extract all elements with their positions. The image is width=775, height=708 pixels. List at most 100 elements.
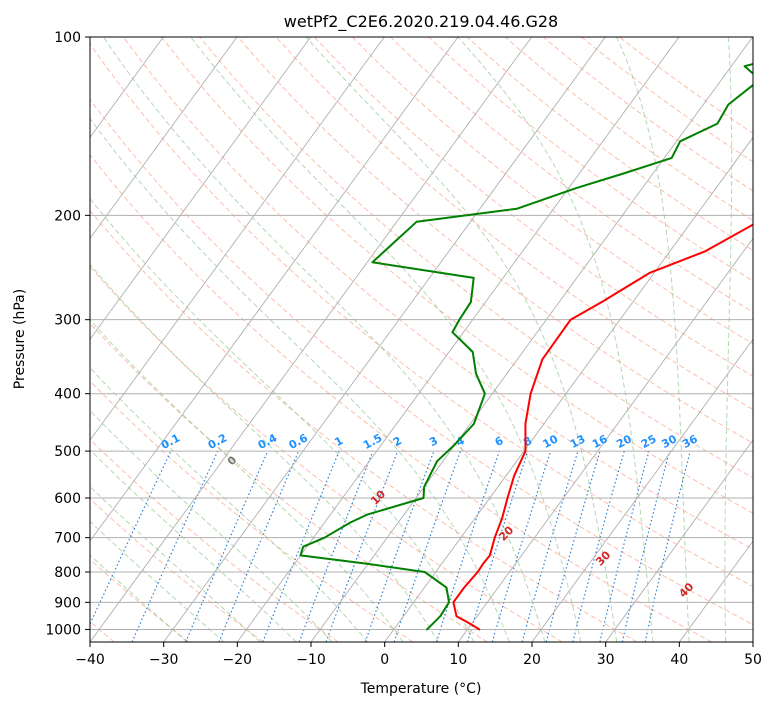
x-axis-label: Temperature (°C) xyxy=(360,681,482,697)
mixing-ratio-label: 25 xyxy=(639,432,659,451)
dry-adiabat-line xyxy=(90,438,339,642)
dry-adiabat-line xyxy=(275,37,753,410)
moist-adiabat-line xyxy=(90,367,369,642)
mixing-ratio-line xyxy=(185,450,269,642)
dry-adiabat-line xyxy=(199,37,753,479)
moist-adiabat-line xyxy=(102,37,546,642)
y-axis-ticks: 1000 900 800 700 600 500 400 300 200 100 xyxy=(45,30,90,638)
x-tick-label: 50 xyxy=(744,652,762,668)
x-tick-label: 0 xyxy=(380,652,389,668)
dry-adiabat-line xyxy=(90,322,488,642)
isotherm-line xyxy=(90,37,312,341)
mixing-ratio-line xyxy=(572,450,625,642)
isotherm-line xyxy=(163,37,606,642)
dry-adiabat-line xyxy=(466,37,753,251)
isotherm-line xyxy=(752,641,753,642)
y-tick-label: 600 xyxy=(54,491,81,507)
moist-adiabat-line xyxy=(90,197,475,642)
isotherm-line xyxy=(310,37,753,642)
dry-adiabat-label: -10 xyxy=(25,371,48,395)
moist-adiabat-line xyxy=(90,449,297,642)
y-axis-label: Pressure (hPa) xyxy=(12,289,28,389)
dry-adiabat-line xyxy=(161,37,753,514)
dry-adiabat-line xyxy=(580,37,753,163)
mixing-ratio-line xyxy=(435,450,500,642)
mixing-ratio-label: 10 xyxy=(541,432,561,451)
dry-adiabat-line xyxy=(123,37,753,551)
mixing-ratio-label: 16 xyxy=(590,432,610,451)
mixing-ratio-label: 36 xyxy=(680,432,700,451)
dry-adiabat-line xyxy=(90,498,264,642)
moist-adiabat-line xyxy=(724,37,733,642)
x-tick-label: 10 xyxy=(449,652,467,668)
mixing-ratio-label: 13 xyxy=(568,432,588,451)
mixing-ratio-line xyxy=(521,450,579,642)
y-tick-label: 300 xyxy=(54,313,81,329)
dry-adiabat-line xyxy=(90,153,712,642)
plot-background xyxy=(90,37,753,642)
mixing-ratio-line xyxy=(599,450,650,642)
isotherms xyxy=(90,37,753,642)
dry-adiabats xyxy=(90,37,753,642)
line-labels: -100-90-80-70-60-50-40-30-20-100.10.20.4… xyxy=(25,371,700,600)
dry-adiabat-line xyxy=(313,37,753,377)
moist-adiabat-line xyxy=(190,37,582,642)
y-tick-label: 200 xyxy=(54,208,81,224)
dry-adiabat-line xyxy=(90,42,753,588)
mixing-ratio-line xyxy=(466,450,529,642)
chart-title: wetPf2_C2E6.2020.219.04.46.G28 xyxy=(284,12,558,32)
moist-adiabat-line xyxy=(90,263,439,642)
mixing-ratio-line xyxy=(262,450,340,642)
mixing-ratio-line xyxy=(621,450,671,642)
dry-adiabat-line xyxy=(390,37,753,313)
y-tick-label: 800 xyxy=(54,565,81,581)
mixing-ratio-line xyxy=(298,450,374,642)
moist-adiabat-line xyxy=(90,117,510,642)
x-axis-ticks: −40 −30 −20 −10 0 10 20 30 40 50 xyxy=(75,642,762,668)
x-tick-label: 20 xyxy=(523,652,541,668)
moist-adiabat-line xyxy=(90,319,404,642)
x-tick-label: 40 xyxy=(670,652,688,668)
profile-series xyxy=(299,62,753,631)
mixing-ratio-line xyxy=(325,450,399,642)
y-tick-label: 100 xyxy=(54,30,81,46)
isotherm-line xyxy=(90,37,533,642)
moist-adiabats xyxy=(90,37,775,642)
x-tick-label: −10 xyxy=(296,652,326,668)
dry-adiabat-line xyxy=(237,37,753,444)
y-tick-label: 900 xyxy=(54,595,81,611)
mixing-ratio-label: 20 xyxy=(614,432,634,451)
y-tick-label: 500 xyxy=(54,444,81,460)
plot-frame xyxy=(89,36,754,643)
isotherm-line xyxy=(605,439,753,642)
x-tick-label: −40 xyxy=(75,652,105,668)
x-tick-label: −20 xyxy=(223,652,253,668)
moist-adiabat-line xyxy=(457,37,654,642)
y-tick-label: 400 xyxy=(54,387,81,403)
dewpoint-profile-line xyxy=(299,62,753,631)
isotherm-line xyxy=(90,37,385,441)
mixing-ratio-line xyxy=(218,450,300,642)
moist-adiabat-line xyxy=(762,37,775,642)
y-tick-label: 700 xyxy=(54,531,81,547)
temperature-profile-line xyxy=(452,223,753,631)
pressure-gridlines xyxy=(90,37,753,630)
mixing-ratio-line xyxy=(545,450,601,642)
mixing-ratio-line xyxy=(364,450,435,642)
dry-adiabat-line xyxy=(90,209,638,642)
isotherm-line xyxy=(90,37,238,240)
isotherm-line xyxy=(236,37,680,642)
x-tick-label: 30 xyxy=(597,652,615,668)
isotherm-line xyxy=(457,237,753,642)
dry-adiabat-line xyxy=(90,98,753,626)
dry-adiabat-line xyxy=(504,37,753,221)
mixing-ratio-label: 30 xyxy=(659,432,679,451)
x-tick-label: −30 xyxy=(149,652,179,668)
y-tick-label: 1000 xyxy=(45,622,81,638)
mixing-ratio-line xyxy=(131,450,219,642)
isotherm-line xyxy=(90,37,459,542)
moist-adiabat-line xyxy=(616,37,690,642)
moist-adiabat-line xyxy=(90,410,333,642)
moist-adiabat-line xyxy=(305,37,618,642)
